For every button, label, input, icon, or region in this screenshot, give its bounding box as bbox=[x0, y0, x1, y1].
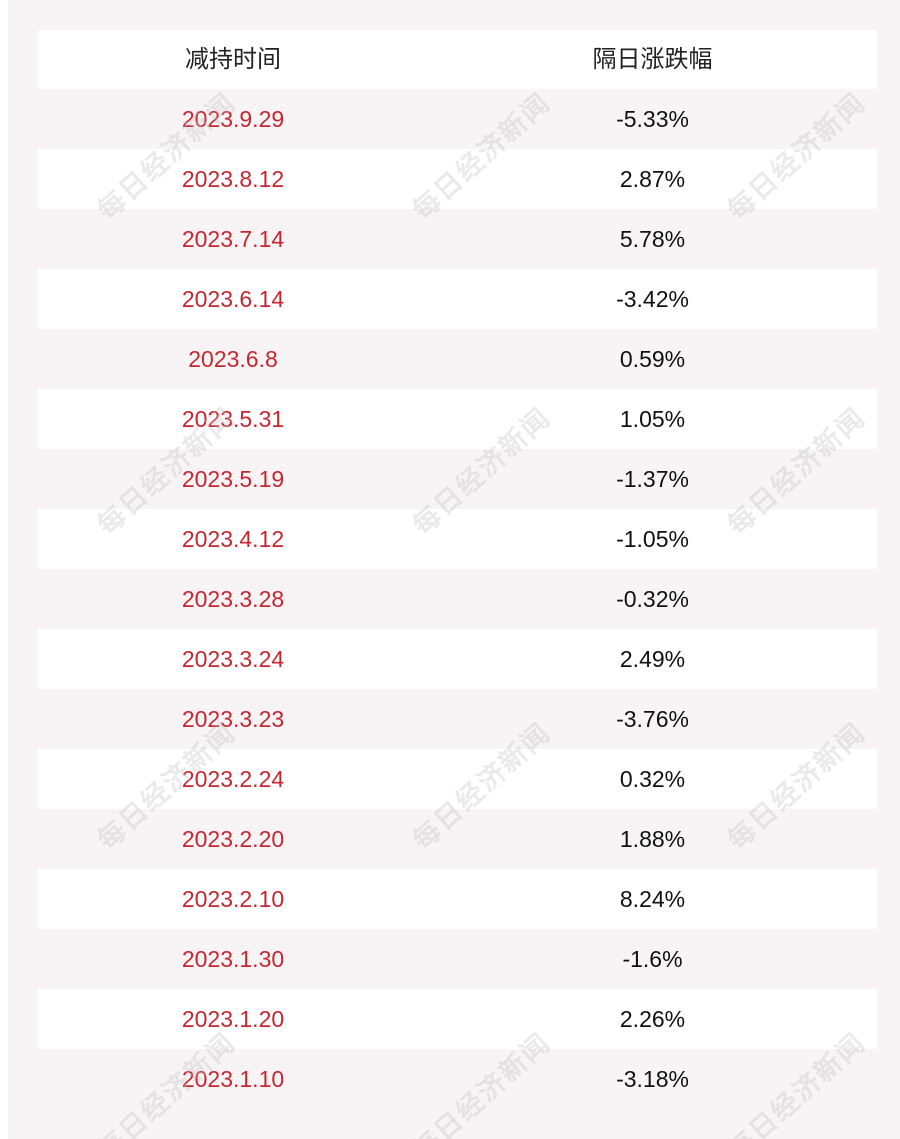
row-date: 2023.1.10 bbox=[181, 1066, 285, 1092]
row-change: -0.32% bbox=[616, 586, 689, 612]
row-date: 2023.3.23 bbox=[181, 706, 285, 732]
row-change: -1.6% bbox=[622, 946, 683, 972]
row-change: 2.49% bbox=[619, 646, 686, 672]
table-row: 2023.8.12 2.87% bbox=[38, 149, 877, 209]
row-change: -1.37% bbox=[616, 466, 689, 492]
row-change: -3.42% bbox=[616, 286, 689, 312]
row-date: 2023.6.14 bbox=[181, 286, 285, 312]
row-change: 0.59% bbox=[619, 346, 686, 372]
row-date: 2023.4.12 bbox=[181, 526, 285, 552]
row-change: 2.26% bbox=[619, 1006, 686, 1032]
row-date: 2023.9.29 bbox=[181, 106, 285, 132]
table-row: 2023.5.31 1.05% bbox=[38, 389, 877, 449]
row-date: 2023.3.24 bbox=[181, 646, 285, 672]
table-row: 2023.9.29 -5.33% bbox=[38, 89, 877, 149]
table-row: 2023.2.24 0.32% bbox=[38, 749, 877, 809]
row-date: 2023.2.24 bbox=[181, 766, 285, 792]
table-row: 2023.1.30 -1.6% bbox=[38, 929, 877, 989]
table-row: 2023.5.19 -1.37% bbox=[38, 449, 877, 509]
row-date: 2023.2.20 bbox=[181, 826, 285, 852]
row-date: 2023.7.14 bbox=[181, 226, 285, 252]
row-date: 2023.8.12 bbox=[181, 166, 285, 192]
reduction-table: 减持时间 隔日涨跌幅 2023.9.29 -5.33% 2023.8.12 2.87%… bbox=[38, 30, 877, 1109]
header-change: 隔日涨跌幅 bbox=[592, 45, 713, 73]
row-date: 2023.6.8 bbox=[188, 346, 278, 372]
table-row: 2023.1.10 -3.18% bbox=[38, 1049, 877, 1109]
header-date: 减持时间 bbox=[185, 45, 281, 73]
row-date: 2023.5.31 bbox=[181, 406, 285, 432]
row-date: 2023.1.20 bbox=[181, 1006, 285, 1032]
row-change: -3.18% bbox=[616, 1066, 689, 1092]
row-change: 0.32% bbox=[619, 766, 686, 792]
table-body: 2023.9.29 -5.33% 2023.8.12 2.87% 2023.7.14 5.… bbox=[38, 89, 877, 1109]
table-row: 2023.6.8 0.59% bbox=[38, 329, 877, 389]
row-change: 1.88% bbox=[619, 826, 686, 852]
row-change: -3.76% bbox=[616, 706, 689, 732]
table-row: 2023.4.12 -1.05% bbox=[38, 509, 877, 569]
row-date: 2023.5.19 bbox=[181, 466, 285, 492]
table-row: 2023.2.10 8.24% bbox=[38, 869, 877, 929]
row-date: 2023.1.30 bbox=[181, 946, 285, 972]
row-change: 1.05% bbox=[619, 406, 686, 432]
row-change: 2.87% bbox=[619, 166, 686, 192]
table-row: 2023.3.28 -0.32% bbox=[38, 569, 877, 629]
row-date: 2023.2.10 bbox=[181, 886, 285, 912]
table-row: 2023.7.14 5.78% bbox=[38, 209, 877, 269]
table-row: 2023.3.23 -3.76% bbox=[38, 689, 877, 749]
row-change: 5.78% bbox=[619, 226, 686, 252]
table-row: 2023.2.20 1.88% bbox=[38, 809, 877, 869]
table-header-row: 减持时间 隔日涨跌幅 bbox=[38, 30, 877, 89]
row-change: 8.24% bbox=[619, 886, 686, 912]
row-change: -1.05% bbox=[616, 526, 689, 552]
table-row: 2023.6.14 -3.42% bbox=[38, 269, 877, 329]
row-change: -5.33% bbox=[616, 106, 689, 132]
table-row: 2023.1.20 2.26% bbox=[38, 989, 877, 1049]
table-row: 2023.3.24 2.49% bbox=[38, 629, 877, 689]
row-date: 2023.3.28 bbox=[181, 586, 285, 612]
